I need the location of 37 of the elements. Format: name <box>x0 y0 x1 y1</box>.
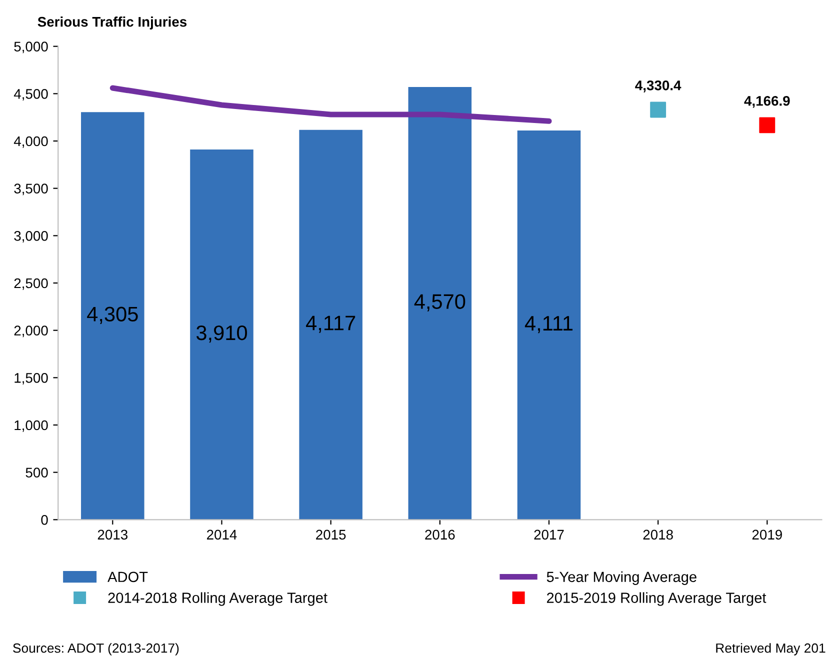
text: Retrieved May 201 <box>716 643 826 656</box>
x-tick-label: 2016 <box>425 530 455 540</box>
data-label: 4,570 <box>414 294 466 312</box>
legend-label: 5-Year Moving Average <box>546 571 696 585</box>
bar <box>81 112 144 520</box>
y-tick-label: 2,500 <box>14 278 48 290</box>
y-tick-label: 3,500 <box>14 184 48 196</box>
data-label: 4,166.9 <box>744 96 790 108</box>
y-tick-label: 500 <box>26 468 48 478</box>
chart-title: Serious Traffic Injuries <box>38 16 187 30</box>
data-label: 4,117 <box>306 316 356 333</box>
y-tick-label: 4,000 <box>14 136 48 148</box>
bar <box>408 87 472 520</box>
bar <box>190 150 254 520</box>
x-tick-label: 2013 <box>98 530 128 540</box>
bar <box>517 130 581 520</box>
legend-label: ADOT <box>108 572 148 582</box>
data-label: 4,330.4 <box>635 80 682 92</box>
y-tick-label: 2,000 <box>14 326 48 338</box>
x-tick-label: 2019 <box>752 530 782 540</box>
y-tick-label: 4,500 <box>14 89 48 100</box>
x-tick-label: 2018 <box>643 530 673 540</box>
x-tick-label: 2017 <box>534 530 564 540</box>
y-tick-label: 1,000 <box>14 420 48 432</box>
x-tick-label: 2015 <box>316 530 346 540</box>
y-tick-label: 3,000 <box>14 231 48 242</box>
y-tick-label: 1,500 <box>14 373 48 384</box>
data-label: 3,910 <box>196 325 247 343</box>
y-tick-label: 5,000 <box>14 42 48 54</box>
legend-label: 2015-2019 Rolling Average Target <box>546 592 766 606</box>
data-label: 4,305 <box>87 306 138 324</box>
bar <box>299 130 362 520</box>
y-tick-label: 0 <box>41 515 48 525</box>
x-tick-label: 2014 <box>206 530 237 540</box>
data-label: 4,111 <box>524 316 572 334</box>
legend-label: 2014-2018 Rolling Average Target <box>108 592 328 606</box>
source-note: Sources: ADOT (2013-2017) <box>13 643 179 656</box>
